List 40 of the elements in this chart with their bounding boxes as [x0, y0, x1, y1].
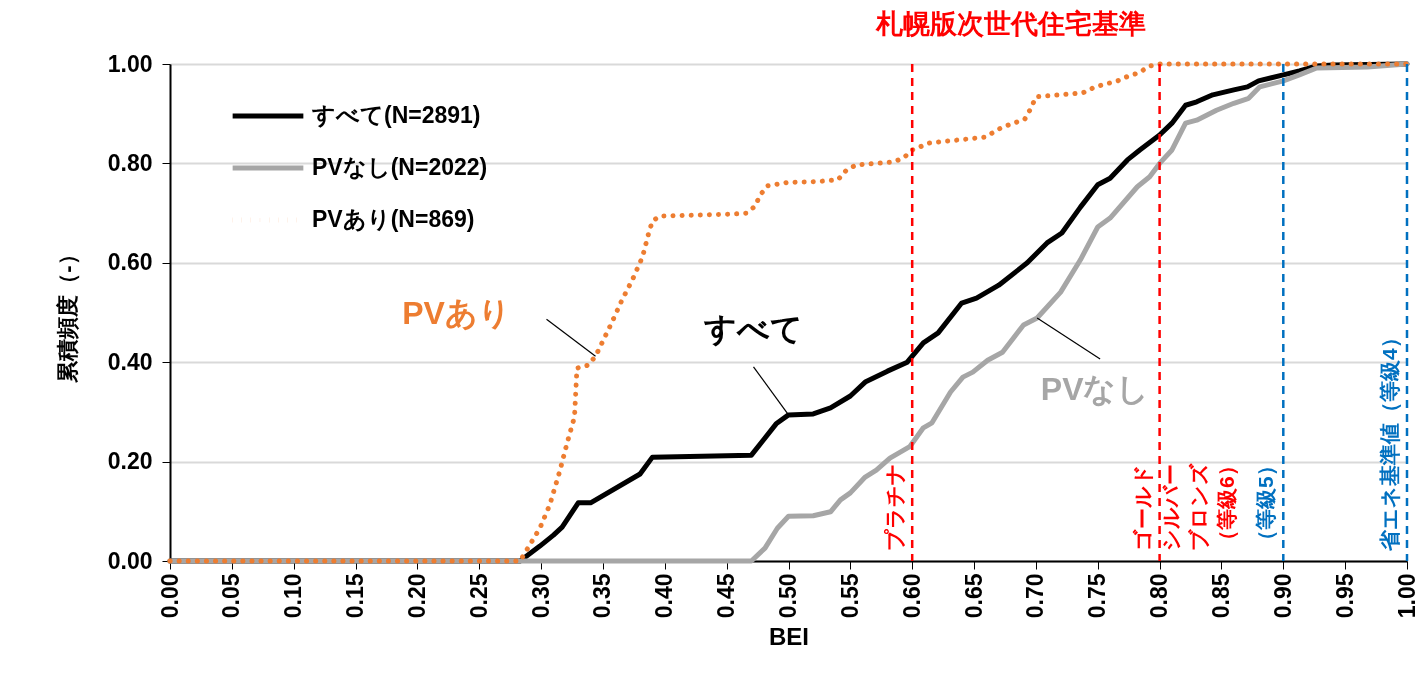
annotation: PVなし: [1040, 370, 1150, 407]
ref-line-label: ゴールドシルバーブロンズ（等級6）: [1130, 455, 1238, 551]
x-tick-label: 0.70: [1022, 573, 1049, 619]
x-tick-label: 0.65: [960, 573, 987, 619]
ref-line-label: （等級5）: [1254, 455, 1278, 551]
x-tick-label: 0.25: [465, 573, 492, 619]
y-tick-label: 0.20: [107, 448, 153, 475]
legend-label: PVあり(N=869): [312, 206, 475, 232]
x-tick-label: 0.20: [403, 573, 430, 619]
ref-line-label: 省エネ基準値（等級4）: [1378, 327, 1401, 552]
annotation: すべて: [703, 310, 803, 347]
y-tick-label: 0.80: [107, 149, 153, 176]
y-tick-label: 0.60: [107, 249, 153, 276]
x-tick-label: 0.80: [1146, 573, 1173, 619]
y-tick-label: 0.40: [107, 348, 153, 375]
x-tick-label: 0.05: [218, 573, 245, 619]
y-axis-title: 累積頻度（-）: [54, 243, 80, 384]
x-tick-label: 0.10: [280, 573, 307, 619]
legend-label: すべて(N=2891): [311, 102, 481, 128]
x-tick-label: 0.75: [1084, 573, 1111, 619]
x-tick-label: 0.95: [1331, 573, 1358, 619]
x-tick-label: 0.15: [342, 573, 369, 619]
x-tick-label: 0.45: [713, 573, 740, 619]
x-tick-label: 0.60: [898, 573, 925, 619]
x-tick-label: 1.00: [1393, 573, 1420, 619]
x-tick-label: 0.55: [836, 573, 863, 619]
x-tick-label: 0.90: [1269, 573, 1296, 619]
legend-label: PVなし(N=2022): [312, 154, 488, 180]
chart-title: 札幌版次世代住宅基準: [875, 9, 1147, 39]
x-tick-label: 0.30: [527, 573, 554, 619]
y-tick-label: 1.00: [107, 50, 153, 77]
y-tick-label: 0.00: [107, 547, 153, 574]
x-axis-title: BEI: [768, 623, 810, 651]
ref-line-label: プラチナ: [883, 463, 907, 551]
x-tick-label: 0.00: [156, 573, 183, 619]
x-tick-label: 0.85: [1207, 573, 1234, 619]
x-tick-label: 0.50: [775, 573, 801, 619]
x-tick-label: 0.35: [589, 573, 616, 619]
x-tick-label: 0.40: [651, 573, 678, 619]
annotation: PVあり: [402, 295, 511, 332]
